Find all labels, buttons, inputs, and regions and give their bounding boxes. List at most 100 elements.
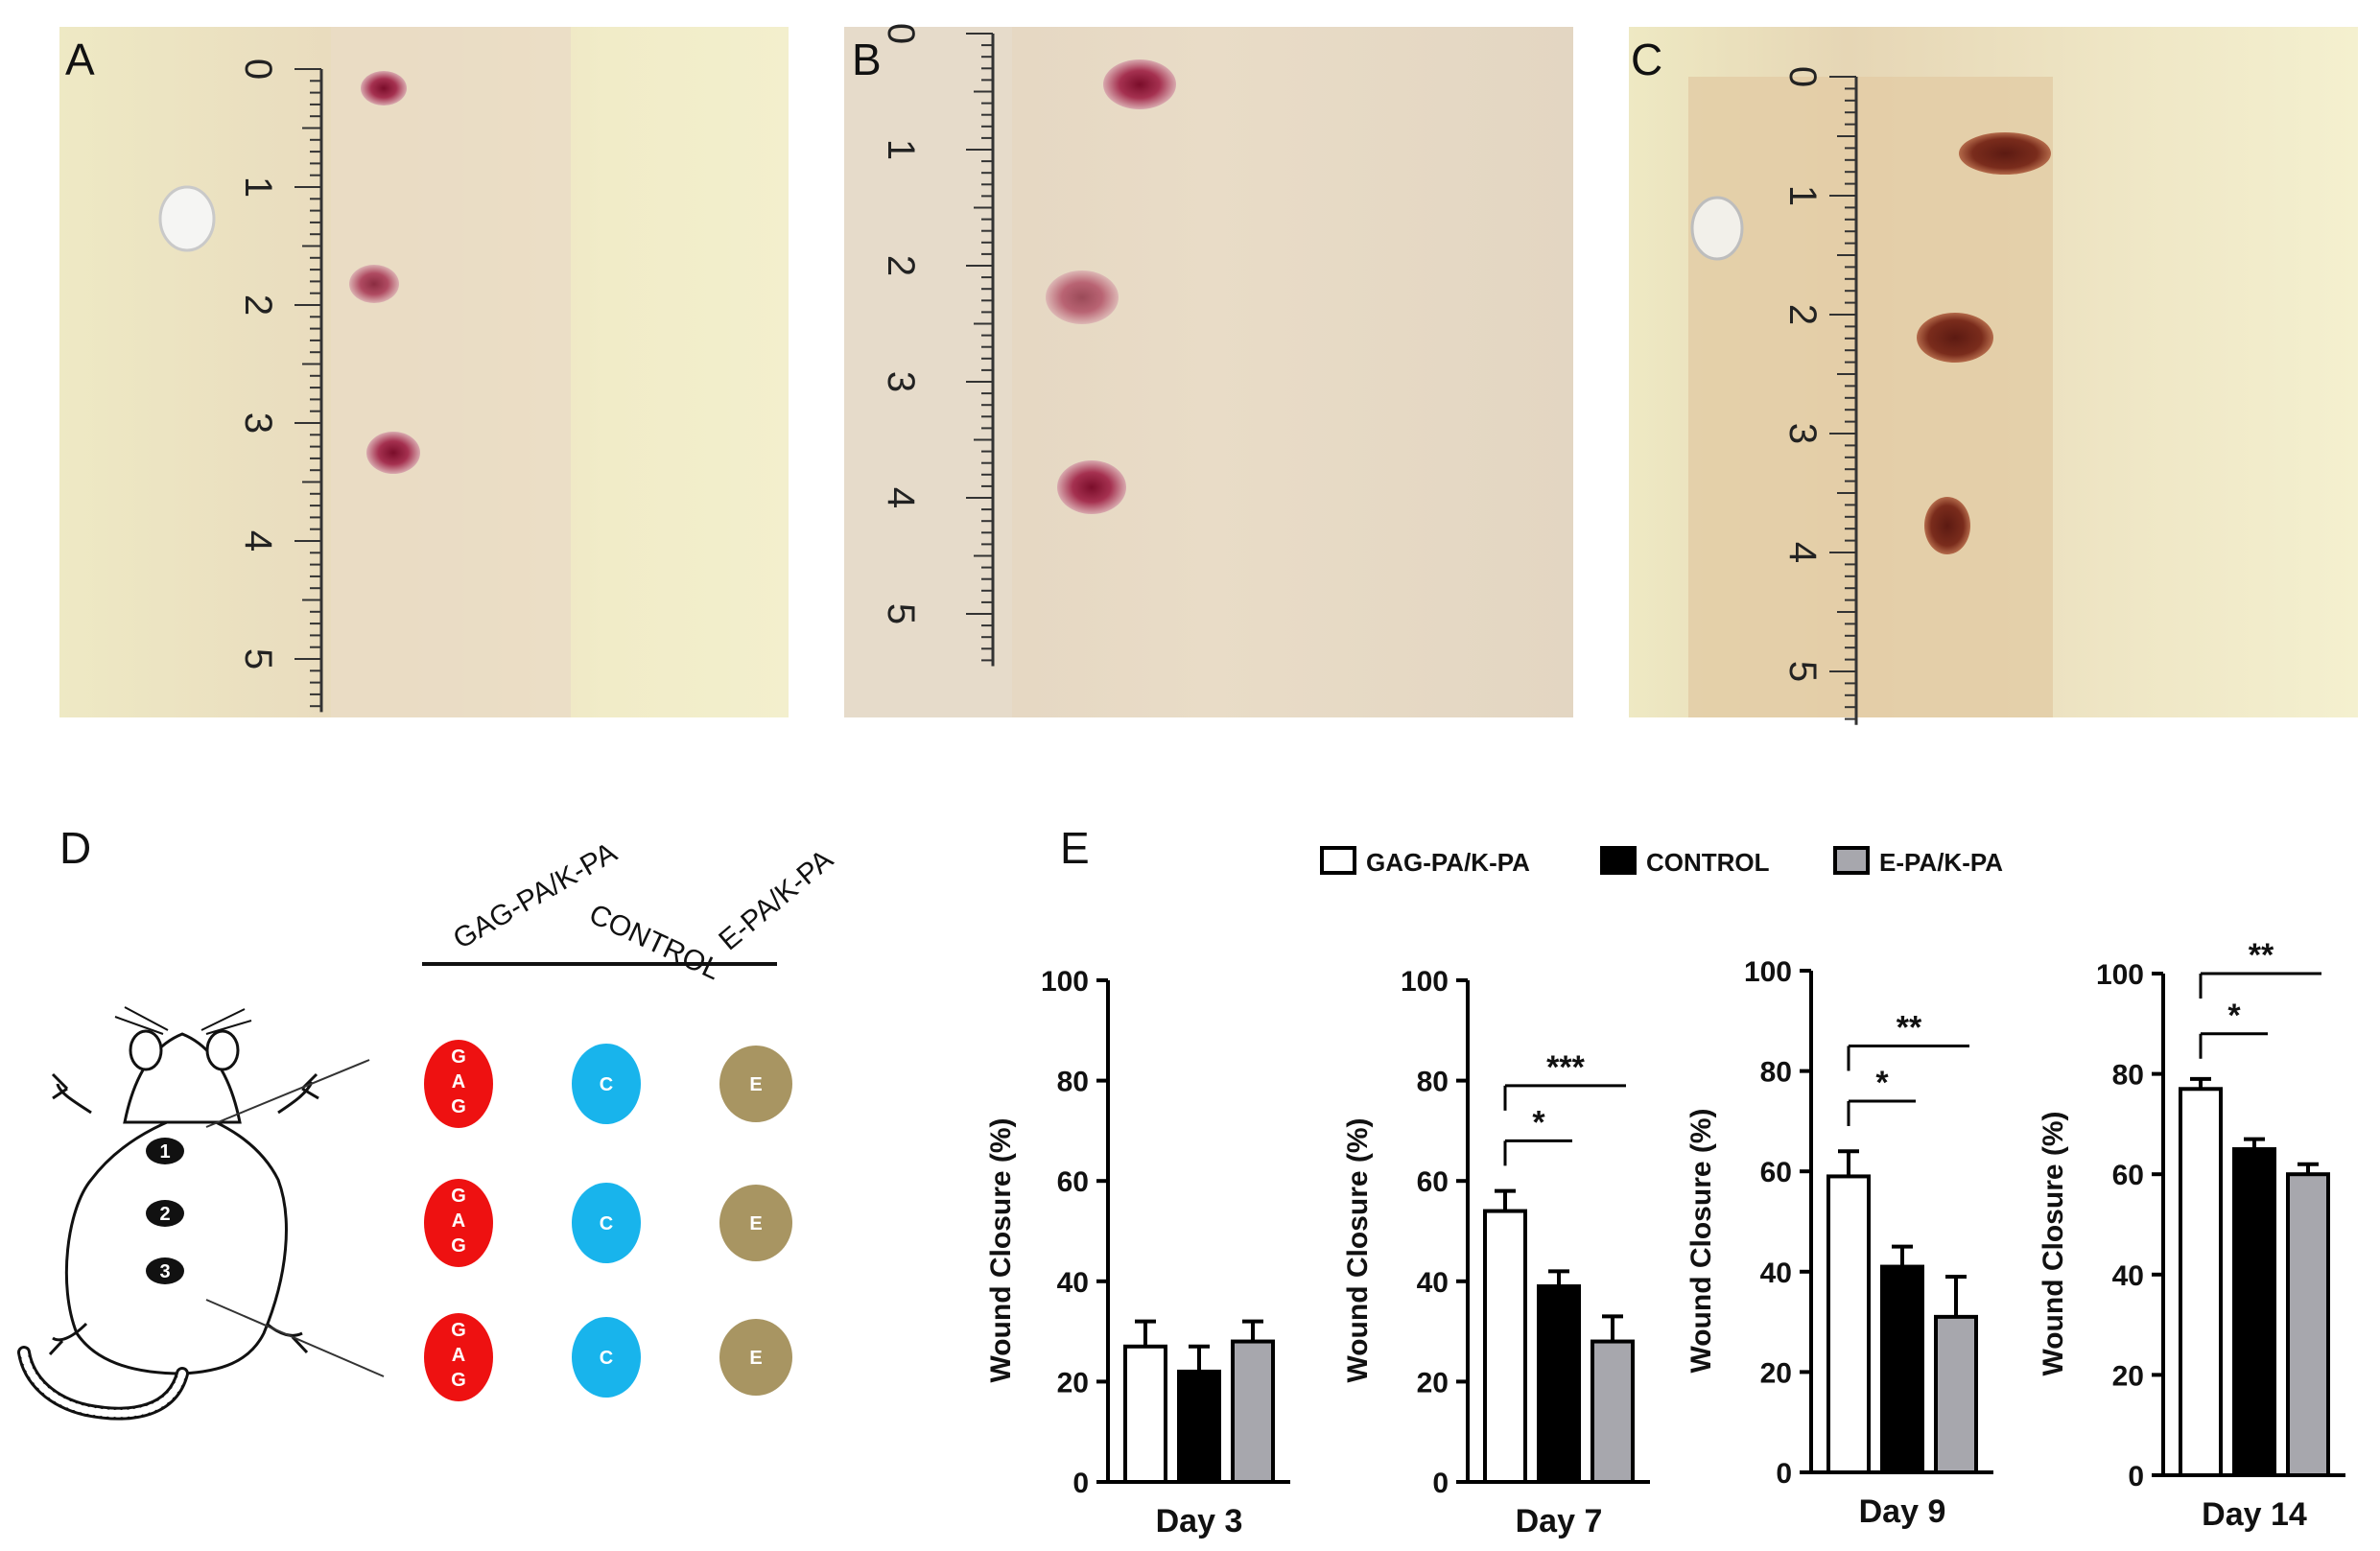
y-tick-label: 20 <box>1417 1367 1449 1398</box>
y-tick-label: 60 <box>1417 1166 1449 1198</box>
chart-legend: GAG-PA/K-PA CONTROL E-PA/K-PA <box>1320 846 2003 877</box>
ruler-a-number: 2 <box>237 294 279 316</box>
rat-drawing <box>17 1006 319 1421</box>
bar-2 <box>1177 1369 1221 1484</box>
ruler-b: 0 1 2 3 4 5 <box>880 23 995 667</box>
gag-circle <box>424 1313 493 1401</box>
y-tick-label: 40 <box>1057 1267 1089 1299</box>
bar-charts: 0 20 40 60 80 100 Wound Closure (%) Day 3 0 20 40 6… <box>985 937 2345 1539</box>
y-tick-label: 20 <box>1057 1367 1089 1398</box>
photo-c-shaved-skin <box>1688 77 2053 717</box>
gag-circle-letter: G <box>451 1320 466 1341</box>
site-number-2: 2 <box>159 1204 170 1225</box>
photo-a-droplet <box>158 185 216 252</box>
gag-circle-letter: G <box>451 1186 466 1207</box>
site-number-3: 3 <box>159 1261 170 1282</box>
x-category-label: Day 14 <box>2202 1496 2307 1533</box>
gag-circle <box>424 1040 493 1128</box>
panel-label-e: E <box>1060 823 1090 873</box>
bar-2 <box>1537 1284 1581 1485</box>
panel-label-b: B <box>852 35 882 84</box>
ruler-c-number: 5 <box>1781 661 1824 682</box>
chart-1: 0 20 40 60 80 100 Wound Closure (%) Day 3 <box>985 966 1290 1539</box>
legend-swatch <box>1600 846 1637 875</box>
e-circle-letter: E <box>749 1348 762 1369</box>
ruler-c-number: 0 <box>1781 66 1824 87</box>
control-circle-letter: C <box>600 1074 613 1095</box>
photo-panel-b: 0 1 2 3 4 5 B <box>844 23 1573 717</box>
rat-hindpaw-left <box>48 1322 88 1356</box>
y-tick-label: 0 <box>2128 1461 2144 1492</box>
chart-2: 0 20 40 60 80 100 Wound Closure (%) Day 7 **** <box>1342 966 1650 1539</box>
legend-label: GAG-PA/K-PA <box>1366 848 1530 877</box>
wound-c-2 <box>1917 313 1993 363</box>
column-header-control: CONTROL <box>584 898 725 986</box>
ruler-c-number: 2 <box>1781 304 1824 325</box>
wound-c-3 <box>1924 497 1970 554</box>
chart-4: 0 20 40 60 80 100 Wound Closure (%) Day 14 *** <box>2038 937 2345 1533</box>
gag-circle-letter: G <box>451 1235 466 1257</box>
ruler-c-number: 3 <box>1781 423 1824 444</box>
significance-label: * <box>2227 998 2241 1034</box>
control-circle <box>572 1317 641 1398</box>
rat-ear-right <box>205 1029 240 1071</box>
ruler-b-number: 4 <box>880 487 922 508</box>
y-tick-label: 60 <box>1057 1166 1089 1198</box>
ruler-c: 0 1 2 3 4 5 <box>1781 66 1858 725</box>
wound-b-1 <box>1103 59 1176 109</box>
y-tick-label: 80 <box>2112 1060 2144 1092</box>
panel-label-a: A <box>65 35 95 84</box>
bar-2 <box>2232 1147 2276 1478</box>
rat-forepaw-left <box>51 1072 92 1115</box>
gag-circle-letter: A <box>452 1345 465 1366</box>
bar-3 <box>1591 1339 1635 1485</box>
gag-circle-letter: G <box>451 1370 466 1391</box>
site-number-1: 1 <box>159 1141 170 1163</box>
gag-circle-letter: A <box>452 1210 465 1232</box>
bar-2 <box>1880 1264 1924 1474</box>
wound-a-3 <box>366 432 420 474</box>
ruler-c-number: 4 <box>1781 542 1824 563</box>
y-tick-label: 60 <box>2112 1160 2144 1191</box>
y-tick-label: 0 <box>1776 1458 1792 1490</box>
y-tick-label: 40 <box>1417 1267 1449 1299</box>
bar-3 <box>1934 1314 1978 1474</box>
y-tick-label: 100 <box>2096 959 2144 991</box>
ruler-a-number: 3 <box>237 412 279 434</box>
gag-circle-letter: G <box>451 1096 466 1117</box>
rat-tail-rings <box>20 1349 186 1418</box>
ruler-b-number: 5 <box>880 603 922 624</box>
control-circle-letter: C <box>600 1213 613 1234</box>
wound-b-2 <box>1046 270 1119 324</box>
site-marker-3 <box>146 1257 184 1284</box>
y-axis-title: Wound Closure (%) <box>2038 1111 2069 1375</box>
y-tick-label: 100 <box>1041 966 1089 998</box>
significance-label: ** <box>1897 1009 1922 1046</box>
control-circle <box>572 1183 641 1263</box>
photo-panel-a: 0 1 2 3 4 5 A <box>59 27 789 717</box>
e-circle <box>719 1319 792 1396</box>
e-circle <box>719 1185 792 1261</box>
y-tick-label: 60 <box>1760 1157 1792 1188</box>
y-axis-title: Wound Closure (%) <box>985 1117 1017 1382</box>
y-tick-label: 40 <box>1760 1257 1792 1289</box>
ruler-b-number: 3 <box>880 371 922 392</box>
rat-forepaw-right <box>277 1072 319 1115</box>
photo-c-droplet <box>1690 196 1744 261</box>
panel-label-d: D <box>59 823 91 873</box>
gag-circle-letter: A <box>452 1071 465 1093</box>
photo-a-shaved-skin <box>331 27 571 717</box>
gag-circle-letter: G <box>451 1046 466 1068</box>
ruler-a-number: 4 <box>237 530 279 552</box>
wound-a-2 <box>349 265 399 303</box>
photo-panel-c: 0 1 2 3 4 5 C <box>1629 27 2358 725</box>
wound-b-3 <box>1057 460 1126 514</box>
x-category-label: Day 9 <box>1859 1493 1946 1530</box>
ruler-c-number: 1 <box>1781 185 1824 206</box>
ruler-b-number: 2 <box>880 255 922 276</box>
y-tick-label: 100 <box>1744 956 1792 988</box>
gag-circle <box>424 1179 493 1267</box>
ruler-a-number: 0 <box>237 59 279 80</box>
